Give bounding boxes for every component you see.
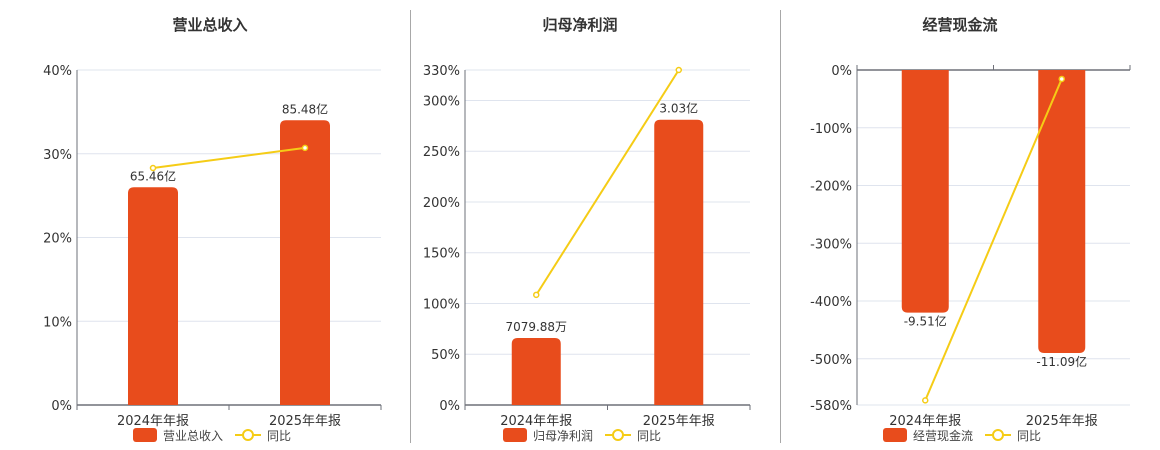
legend-line-label[interactable]: 同比 <box>1017 428 1042 443</box>
yoy-point-marker <box>533 291 540 299</box>
legend-bar-swatch[interactable] <box>883 428 907 442</box>
revenue-chart-plot: 0% 10% 20% 30% 40% 2024年年报 2025年年报 65.46亿 85.48亿 <box>43 64 382 429</box>
y-tick-label: -580% <box>810 399 852 414</box>
x-category-label: 2024年年报 <box>117 414 189 429</box>
y-tick-label: 30% <box>43 148 72 163</box>
y-tick-label: 250% <box>423 145 460 160</box>
y-tick-label: 0% <box>831 64 852 79</box>
y-tick-label: -500% <box>810 353 852 368</box>
y-tick-label: -300% <box>810 237 852 252</box>
bar-value-label: 7079.88万 <box>505 320 567 334</box>
bar-value-label: 85.48亿 <box>282 101 328 116</box>
y-tick-label: 150% <box>423 247 460 262</box>
y-tick-label: 0% <box>51 399 72 414</box>
y-tick-label: 330% <box>423 64 460 79</box>
x-category-label: 2024年年报 <box>889 414 961 429</box>
bar <box>128 187 178 405</box>
bar <box>1038 70 1086 354</box>
bar <box>511 338 561 405</box>
yoy-line <box>535 69 680 296</box>
legend-line-label[interactable]: 同比 <box>267 428 292 443</box>
y-tick-label: 10% <box>43 315 72 330</box>
yoy-line <box>924 78 1063 401</box>
yoy-point-marker <box>1058 75 1065 83</box>
legend-line-circle-icon[interactable] <box>235 428 262 442</box>
bar-value-label: -9.51亿 <box>904 314 947 329</box>
y-tick-label: -400% <box>810 295 852 310</box>
legend-bar-label[interactable]: 归母净利润 <box>533 428 594 443</box>
yoy-point-marker <box>301 144 309 152</box>
panel-divider <box>410 10 411 443</box>
y-tick-label: 0% <box>439 399 460 414</box>
y-tick-label: 200% <box>423 196 460 211</box>
net-profit-chart-plot: 0% 50% 100% 150% 200% 250% 300% 330% 2024年年报 2025… <box>423 64 751 429</box>
legend-bar-swatch[interactable] <box>503 428 527 442</box>
yoy-line <box>152 146 306 169</box>
chart-title: 归母净利润 <box>542 16 618 34</box>
y-tick-label: 50% <box>431 348 460 363</box>
chart-title: 营业总收入 <box>172 16 248 34</box>
legend-line-circle-icon[interactable] <box>985 428 1012 442</box>
legend-line-label[interactable]: 同比 <box>637 428 662 443</box>
chart-legend: 营业总收入 同比 <box>133 427 291 443</box>
legend-bar-label[interactable]: 经营现金流 <box>913 428 974 443</box>
y-tick-label: 300% <box>423 94 460 109</box>
chart-panel-revenue: 营业总收入 0% 10% 20% 30% 40% 2024年年报 2025年年报 65.46亿… <box>0 0 410 450</box>
bar-value-label: -11.09亿 <box>1036 354 1087 369</box>
bar-value-label: 65.46亿 <box>130 168 176 183</box>
bar <box>654 119 704 405</box>
x-category-label: 2025年年报 <box>269 414 341 429</box>
bar <box>901 70 949 313</box>
legend-bar-swatch[interactable] <box>133 428 157 442</box>
yoy-point-marker <box>922 397 929 404</box>
y-tick-label: 100% <box>423 297 460 312</box>
y-tick-label: 40% <box>43 64 72 79</box>
x-category-label: 2025年年报 <box>643 414 715 429</box>
bar-value-label: 3.03亿 <box>659 101 698 116</box>
panel-divider <box>780 10 781 443</box>
y-tick-label: 20% <box>43 232 72 247</box>
y-tick-label: -200% <box>810 180 852 195</box>
x-category-label: 2025年年报 <box>1026 414 1098 429</box>
bar <box>280 120 330 405</box>
y-tick-label: -100% <box>810 122 852 137</box>
x-category-label: 2024年年报 <box>500 414 572 429</box>
chart-panel-net-profit: 归母净利润 0% 50% 100% 150% 200% 250% 300% 330% 2024年… <box>423 16 751 443</box>
chart-legend: 经营现金流 同比 <box>883 427 1041 443</box>
legend-line-circle-icon[interactable] <box>605 428 632 442</box>
chart-title: 经营现金流 <box>922 16 998 34</box>
legend-bar-label[interactable]: 营业总收入 <box>163 428 224 443</box>
yoy-point-marker <box>675 66 682 74</box>
yoy-point-marker <box>149 164 157 172</box>
chart-legend: 归母净利润 同比 <box>503 427 661 443</box>
